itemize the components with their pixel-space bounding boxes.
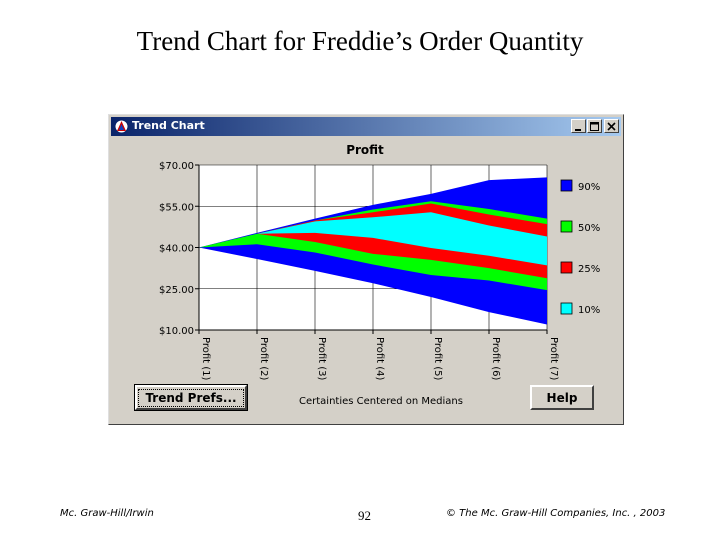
maximize-icon (590, 122, 599, 131)
y-tick-label: $70.00 (159, 161, 194, 172)
x-tick-label: Profit (7) (548, 337, 559, 381)
band-10pct (199, 212, 547, 266)
footer-copyright: © The Mc. Graw-Hill Companies, Inc. , 20… (446, 508, 666, 519)
footer-publisher: Mc. Graw-Hill/Irwin (60, 508, 154, 519)
x-tick-label: Profit (3) (316, 337, 327, 381)
legend-swatch (560, 302, 573, 315)
legend-label: 90% (578, 182, 600, 193)
window-title: Trend Chart (132, 119, 205, 132)
trend-prefs-button[interactable]: Trend Prefs... (134, 384, 248, 411)
y-tick-label: $40.00 (159, 244, 194, 255)
legend-label: 10% (578, 305, 600, 316)
x-tick-label: Profit (1) (200, 337, 211, 381)
x-tick-label: Profit (4) (374, 337, 385, 381)
legend-swatch (560, 261, 573, 274)
app-icon (114, 119, 129, 134)
x-tick-label: Profit (2) (258, 337, 269, 381)
trend-prefs-label: Trend Prefs... (138, 388, 244, 407)
legend-label: 50% (578, 223, 600, 234)
legend-swatch (560, 179, 573, 192)
minimize-icon (575, 129, 581, 131)
window-titlebar[interactable]: Trend Chart (111, 117, 621, 136)
y-tick-label: $25.00 (159, 285, 194, 296)
slide-title: Trend Chart for Freddie’s Order Quantity (136, 26, 584, 56)
maximize-button[interactable] (587, 119, 602, 133)
chart-caption: Certainties Centered on Medians (299, 396, 463, 407)
close-button[interactable] (604, 119, 619, 133)
help-label: Help (546, 390, 578, 405)
legend-label: 25% (578, 264, 600, 275)
close-icon (607, 122, 616, 131)
minimize-button[interactable] (571, 119, 586, 133)
chart-title: Profit (346, 143, 384, 157)
x-tick-label: Profit (6) (490, 337, 501, 381)
trend-chart-window: Trend Chart Profit $70.00 $55.00 $40.00 $25.… (108, 114, 624, 425)
x-tick-label: Profit (5) (432, 337, 443, 381)
y-tick-label: $55.00 (159, 202, 194, 213)
y-tick-label: $10.00 (159, 326, 194, 337)
help-button[interactable]: Help (530, 385, 594, 410)
trend-chart: Profit $70.00 $55.00 $40.00 $25.00 $10.00 Prof… (159, 143, 600, 381)
footer-page-number: 92 (358, 508, 371, 523)
legend-swatch (560, 220, 573, 233)
